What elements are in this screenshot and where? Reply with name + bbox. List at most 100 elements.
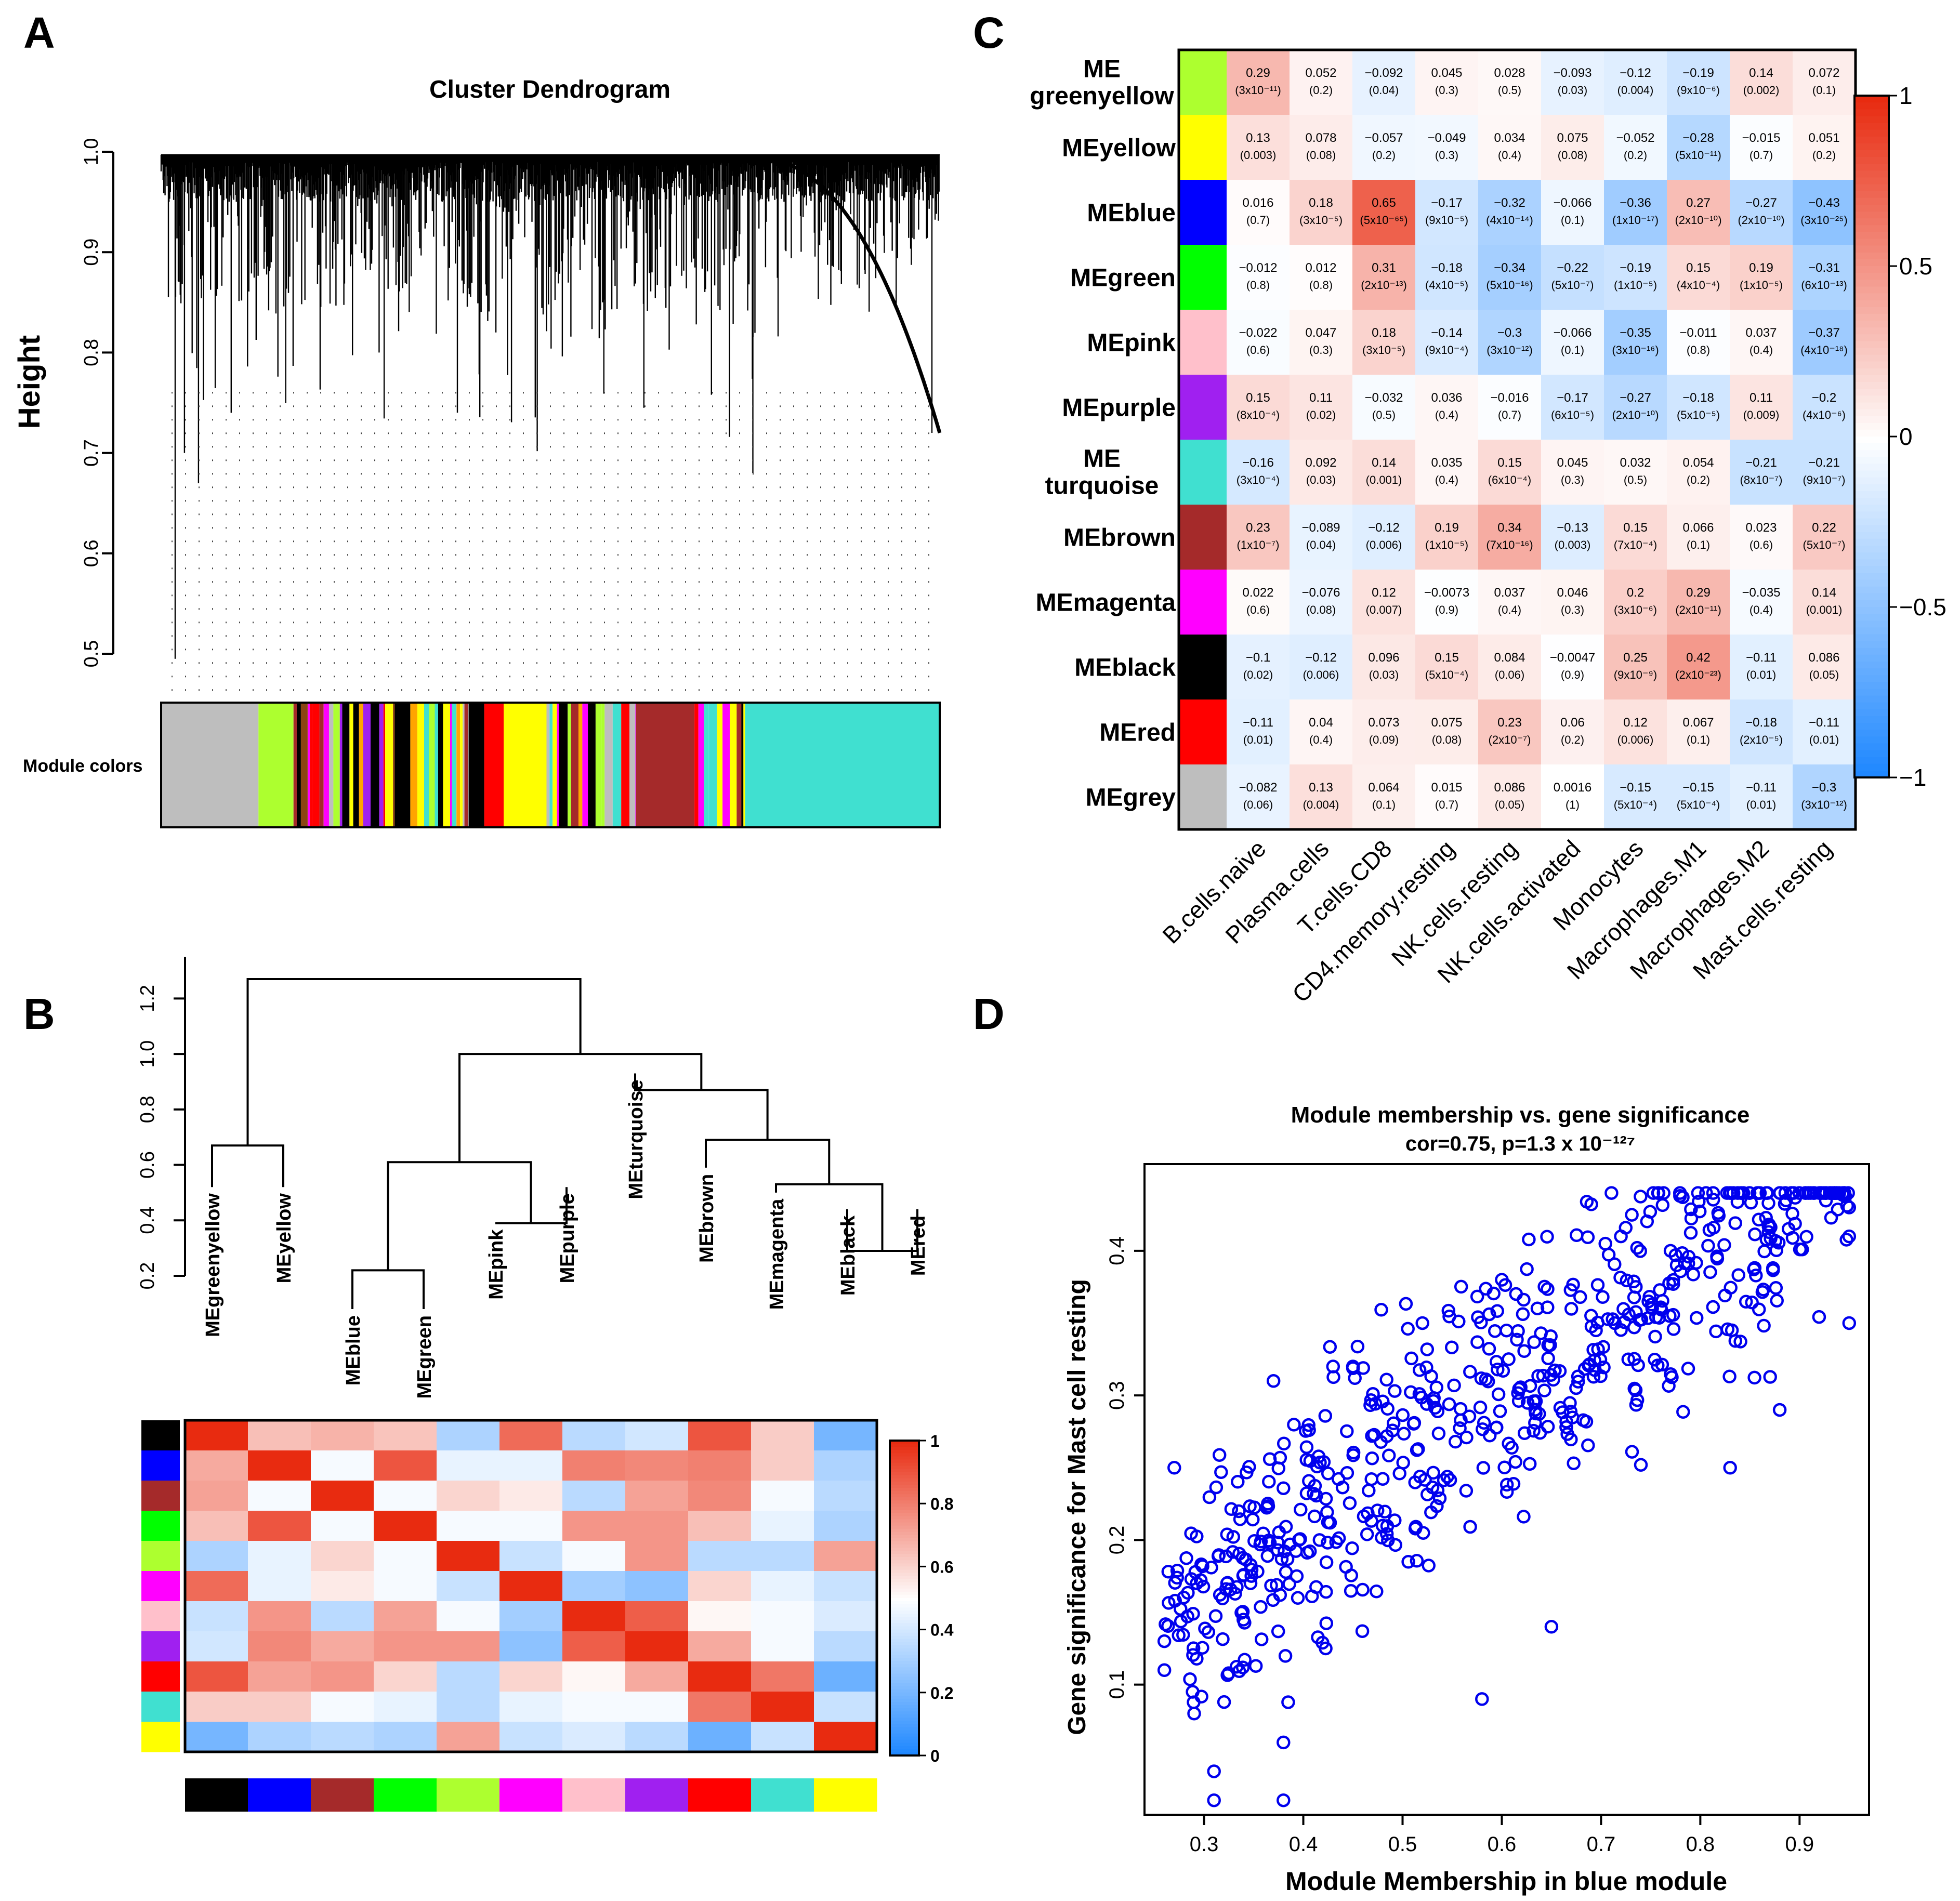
panel-a-module-color-stripe bbox=[297, 703, 301, 827]
panel-c-legend-gradient-step bbox=[1854, 116, 1889, 124]
panel-d-point bbox=[1316, 1635, 1330, 1650]
panel-b-legend-gradient-step bbox=[890, 1466, 919, 1470]
panel-c-cell-pvalue: (2x10⁻¹⁰) bbox=[1675, 214, 1721, 227]
panel-c-heatmap-cell bbox=[1667, 180, 1730, 245]
panel-b-legend-gradient-step bbox=[890, 1588, 919, 1592]
panel-b-legend-gradient-step bbox=[890, 1670, 919, 1674]
panel-d-point bbox=[1239, 1552, 1253, 1566]
panel-c-heatmap-cell bbox=[1290, 180, 1353, 245]
panel-c-legend-gradient-step bbox=[1854, 600, 1889, 608]
panel-d-point bbox=[1631, 1358, 1645, 1372]
panel-b-leaf-label: MEgreen bbox=[414, 1315, 436, 1398]
panel-c-cell-pvalue: (1x10⁻¹⁷) bbox=[1612, 214, 1659, 227]
panel-d-point bbox=[1321, 1467, 1335, 1481]
panel-c-heatmap-cell bbox=[1227, 440, 1290, 505]
panel-b-heatmap-cell bbox=[562, 1692, 626, 1722]
panel-c-cell-pvalue: (0.1) bbox=[1372, 798, 1396, 811]
panel-d-point bbox=[1470, 1289, 1484, 1304]
panel-d-point bbox=[1370, 1585, 1384, 1599]
panel-c-legend-gradient-step bbox=[1854, 327, 1889, 335]
panel-c-heatmap-cell bbox=[1415, 570, 1479, 635]
panel-c-cell-pvalue: (0.01) bbox=[1746, 798, 1776, 811]
panel-b-heatmap-cell bbox=[688, 1420, 752, 1451]
panel-d-point bbox=[1625, 1445, 1639, 1459]
panel-d-point bbox=[1415, 1316, 1429, 1330]
panel-c-row-color-swatch bbox=[1179, 635, 1227, 700]
panel-d-point bbox=[1319, 1616, 1334, 1630]
panel-c-cell-correlation: 0.0016 bbox=[1554, 781, 1591, 795]
panel-d-point bbox=[1410, 1554, 1424, 1568]
panel-d-point bbox=[1745, 1296, 1759, 1310]
panel-b-dendrogram-branches bbox=[211, 978, 918, 1310]
panel-d-point bbox=[1378, 1504, 1392, 1519]
panel-b-heatmap-cell bbox=[688, 1661, 752, 1692]
panel-d-point bbox=[1176, 1628, 1190, 1642]
panel-d-point bbox=[1744, 1195, 1758, 1210]
panel-c-legend-gradient-step bbox=[1854, 341, 1889, 349]
panel-c-cell-correlation: 0.052 bbox=[1305, 66, 1336, 80]
panel-c-cell-correlation: −0.049 bbox=[1427, 131, 1466, 145]
panel-c-cell-pvalue: (0.02) bbox=[1243, 668, 1273, 681]
panel-d-point bbox=[1604, 1186, 1619, 1200]
panel-d-point bbox=[1243, 1499, 1257, 1513]
panel-d-point bbox=[1681, 1362, 1695, 1376]
panel-a-module-color-stripe bbox=[704, 703, 709, 827]
panel-d-x-tick-label: 0.3 bbox=[1190, 1833, 1219, 1856]
panel-d-point bbox=[1329, 1535, 1343, 1549]
panel-c-cell-correlation: 0.047 bbox=[1305, 326, 1336, 340]
panel-b-leaf-label: MEblue bbox=[343, 1315, 364, 1385]
panel-b-legend-gradient-step bbox=[890, 1733, 919, 1737]
panel-c-cell-correlation: 0.15 bbox=[1246, 391, 1270, 405]
panel-d-y-tick-label: 0.1 bbox=[1106, 1670, 1128, 1699]
panel-c-heatmap-cell bbox=[1604, 505, 1667, 570]
panel-a-module-color-stripe bbox=[722, 703, 730, 827]
panel-d-point bbox=[1157, 1634, 1172, 1648]
panel-d-point bbox=[1266, 1593, 1280, 1607]
panel-d-x-tick-label: 0.8 bbox=[1686, 1833, 1715, 1856]
panel-b-legend-gradient-step bbox=[890, 1746, 919, 1750]
panel-b-heatmap-cell bbox=[814, 1420, 877, 1451]
panel-d-point bbox=[1517, 1510, 1531, 1524]
panel-c-cell-correlation: 0.064 bbox=[1368, 781, 1399, 795]
panel-b-heatmap-cell bbox=[688, 1511, 752, 1541]
panel-c-legend-gradient-step bbox=[1854, 525, 1889, 533]
panel-a-y-tick-label: 0.7 bbox=[81, 439, 102, 467]
panel-c-heatmap-cell bbox=[1227, 699, 1290, 765]
panel-b-heatmap-cell bbox=[437, 1631, 500, 1662]
panel-c-heatmap-cell bbox=[1667, 505, 1730, 570]
panel-c-heatmap-cell bbox=[1541, 310, 1604, 375]
panel-c-cell-pvalue: (0.007) bbox=[1366, 603, 1402, 616]
panel-c-heatmap-cell bbox=[1793, 764, 1856, 830]
panel-b-legend-gradient-step bbox=[890, 1475, 919, 1479]
panel-d-point bbox=[1772, 1403, 1787, 1417]
panel-d-point bbox=[1653, 1300, 1668, 1314]
panel-d-point bbox=[1620, 1273, 1634, 1288]
panel-d-point bbox=[1270, 1535, 1285, 1550]
panel-b-legend-gradient-step bbox=[890, 1469, 919, 1473]
panel-d-point bbox=[1235, 1660, 1250, 1674]
panel-d-point bbox=[1326, 1370, 1340, 1384]
panel-c-cell-correlation: −0.11 bbox=[1809, 716, 1839, 730]
panel-d-point bbox=[1784, 1186, 1799, 1200]
panel-c-cell-pvalue: (0.3) bbox=[1561, 603, 1584, 616]
panel-c-cell-pvalue: (0.01) bbox=[1809, 733, 1839, 746]
panel-c-legend-gradient-step bbox=[1854, 450, 1889, 458]
panel-c-cell-correlation: −0.18 bbox=[1682, 391, 1714, 405]
panel-c-heatmap-cell bbox=[1541, 50, 1604, 115]
panel-b-legend-tick-label: 0.2 bbox=[930, 1684, 953, 1702]
panel-c-legend-tick-label: 1 bbox=[1899, 82, 1913, 109]
panel-c-cell-correlation: 0.15 bbox=[1435, 651, 1459, 665]
panel-d-point bbox=[1748, 1227, 1762, 1242]
panel-c-legend-gradient-step bbox=[1854, 498, 1889, 505]
panel-b-legend-gradient-step bbox=[890, 1673, 919, 1678]
panel-d-point bbox=[1254, 1632, 1269, 1646]
panel-c-legend-tick-label: 0.5 bbox=[1899, 253, 1932, 280]
panel-d-point bbox=[1207, 1793, 1221, 1807]
panel-b-heatmap-cell bbox=[248, 1631, 311, 1662]
panel-c-heatmap-cell bbox=[1667, 310, 1730, 375]
panel-d-point bbox=[1662, 1379, 1676, 1393]
panel-b-heatmap-cell bbox=[248, 1571, 311, 1602]
panel-c-heatmap-cell bbox=[1793, 699, 1856, 765]
panel-c-heatmap-cell bbox=[1227, 505, 1290, 570]
panel-d-point bbox=[1207, 1764, 1221, 1778]
